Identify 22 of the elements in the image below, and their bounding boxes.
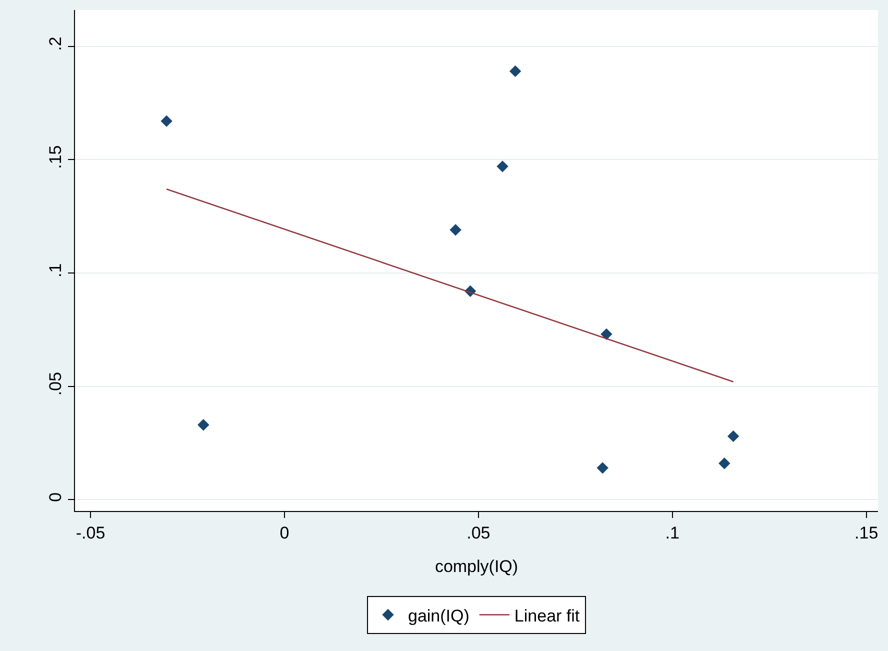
y-tick-label: .1 — [46, 263, 66, 278]
point — [509, 65, 522, 78]
point — [718, 458, 730, 470]
point — [496, 160, 508, 172]
y-tick-label: .05 — [46, 372, 66, 396]
x-axis-title: comply(IQ) — [434, 557, 518, 576]
point — [727, 430, 740, 442]
point — [160, 115, 172, 127]
y-tick-label: .15 — [46, 145, 66, 169]
point — [450, 224, 462, 236]
x-tick-label: .1 — [665, 523, 680, 542]
legend-label: gain(IQ) — [408, 606, 470, 626]
point — [600, 328, 612, 340]
x-tick-label: -.05 — [76, 523, 106, 542]
legend-label: Linear fit — [514, 606, 580, 626]
y-tick-label: .2 — [46, 36, 66, 51]
x-tick-label: .05 — [466, 523, 490, 542]
point — [198, 419, 210, 431]
point — [596, 462, 608, 474]
x-tick-label: 0 — [280, 523, 290, 542]
x-tick-label: .15 — [854, 523, 878, 542]
y-tick-label: 0 — [46, 492, 66, 502]
